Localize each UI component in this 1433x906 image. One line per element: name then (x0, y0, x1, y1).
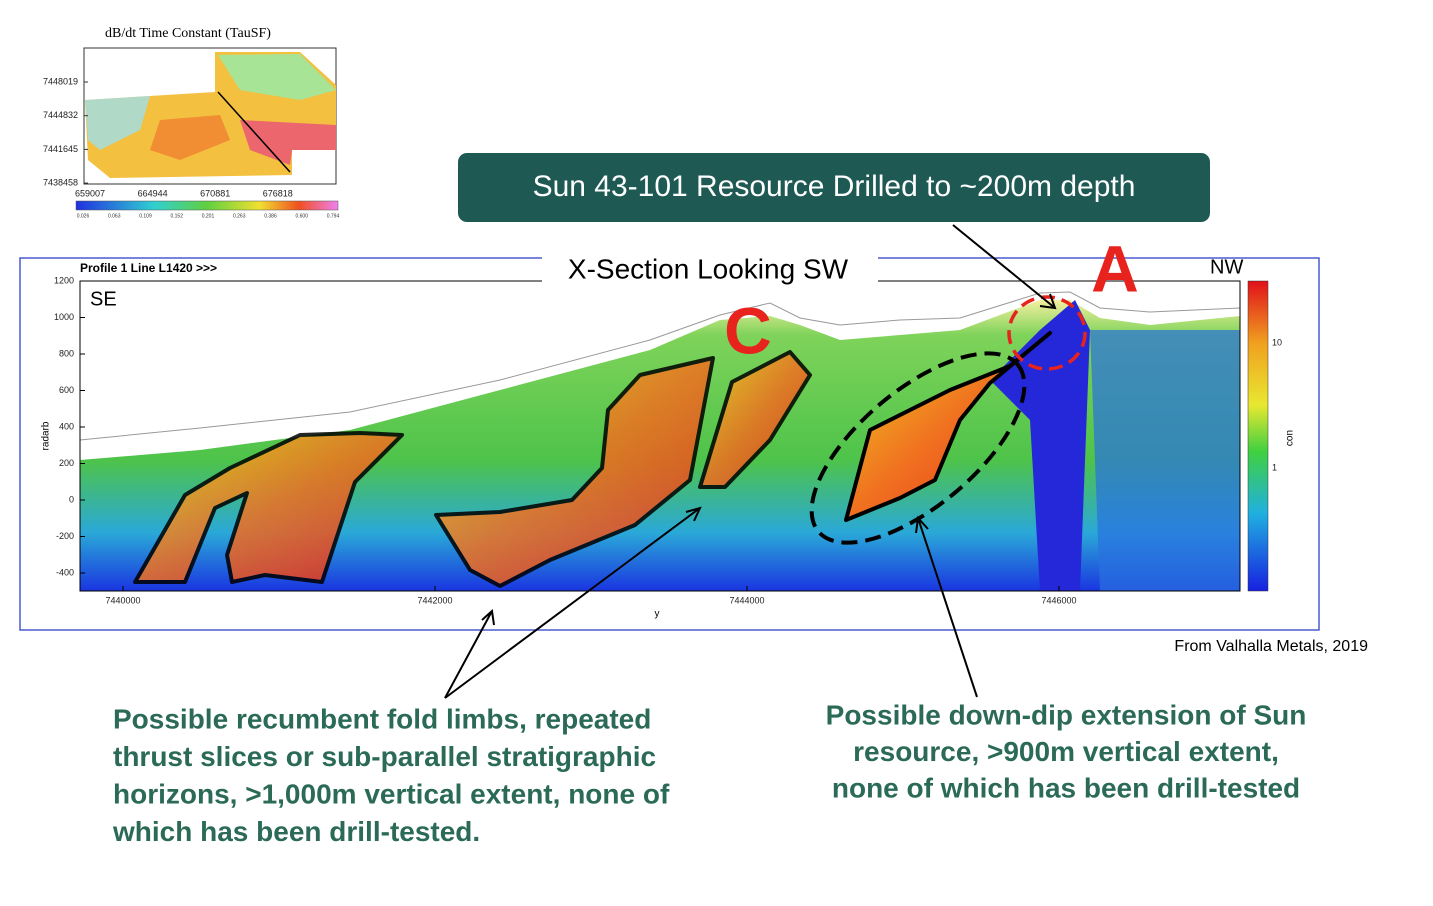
inset-colorscale (75, 200, 339, 211)
y-tick-label: 400 (59, 421, 74, 431)
inset-map: dB/dt Time Constant (TauSF) 7448019 74448… (43, 26, 340, 219)
x-tick-label: 7440000 (105, 595, 140, 605)
source: From Valhalla Metals, 2019 (1174, 638, 1368, 655)
target-ellipse (809, 351, 1027, 545)
banner (458, 153, 1210, 222)
colorbar (1247, 280, 1269, 592)
y-tick-label: -400 (56, 567, 74, 577)
y-tick-label: 600 (59, 385, 74, 395)
inset-patch (240, 120, 336, 165)
x-tick-label: 7442000 (417, 595, 452, 605)
inset-y-tick: 7448019 (43, 76, 78, 86)
inset-x-tick: 659007 (75, 188, 105, 198)
title-backdrop (542, 256, 878, 286)
y-tick-label: -200 (56, 531, 74, 541)
y-tick-label: 0 (69, 494, 74, 504)
inset-y-tick: 7441645 (43, 144, 78, 154)
inset-scale-label: 0.063 (108, 213, 121, 219)
colorbar-tick: 1 (1272, 462, 1277, 472)
arrows (444, 224, 1057, 699)
y-tick-label: 1200 (54, 275, 74, 285)
banner-text: Sun 43-101 Resource Drilled to ~200m dep… (533, 170, 1136, 203)
inset-scale-label: 0.600 (295, 213, 308, 219)
note-line: resource, >900m vertical extent, (853, 736, 1279, 767)
marker: A (1091, 231, 1139, 305)
inset-scale-label: 0.794 (327, 213, 340, 219)
inset-y-tick: 7438458 (43, 177, 78, 187)
note-line: horizons, >1,000m vertical extent, none … (113, 778, 670, 809)
topography-line (79, 291, 1241, 441)
inset-x-tick: 670881 (200, 188, 230, 198)
anomaly-outline (133, 431, 404, 584)
inset-profile-line (217, 91, 291, 173)
note-line: Possible down-dip extension of Sun (826, 699, 1307, 730)
x-axis-label: y (655, 609, 660, 620)
colorbar-label: con (1285, 430, 1296, 446)
resistive-zone (1090, 330, 1240, 591)
end-label: SE (90, 288, 117, 310)
resource-ellipse (1007, 295, 1087, 371)
anomaly-outline (434, 356, 715, 588)
y-tick-label: 1000 (54, 312, 74, 322)
profile-label: Profile 1 Line L1420 >>> (80, 261, 217, 275)
x-tick-label: 7446000 (1041, 595, 1076, 605)
inset-scale-label: 0.201 (202, 213, 215, 219)
inset-scale-label: 0.152 (170, 213, 183, 219)
inset-scale-label: 0.386 (264, 213, 277, 219)
inset-x-tick: 664944 (138, 188, 168, 198)
note-line: Possible recumbent fold limbs, repeated (113, 703, 651, 734)
section-title: X-Section Looking SW (568, 253, 849, 284)
marker: C (724, 293, 772, 367)
inset-y-tick: 7444832 (43, 110, 78, 120)
conductor-low (990, 300, 1090, 591)
x-tick-label: 7444000 (729, 595, 764, 605)
inset-title: dB/dt Time Constant (TauSF) (105, 26, 271, 41)
inset-x-tick: 676818 (263, 188, 293, 198)
inset-scale-label: 0.109 (139, 213, 152, 219)
inset-patch (218, 54, 336, 100)
colorbar-tick: 10 (1272, 337, 1282, 347)
inset-patch (150, 115, 230, 160)
inset-scale-label: 0.026 (77, 213, 90, 219)
inset-patch (85, 96, 150, 150)
inset-scale-label: 0.263 (233, 213, 246, 219)
anomaly-outline (698, 350, 812, 489)
y-tick-label: 800 (59, 348, 74, 358)
note-line: which has been drill-tested. (112, 816, 480, 847)
y-axis-label: radarb (41, 421, 52, 450)
y-tick-label: 200 (59, 458, 74, 468)
notes: Possible recumbent fold limbs, repeated t… (112, 699, 1306, 847)
end-label: NW (1210, 256, 1243, 278)
note-line: thrust slices or sub-parallel stratigrap… (113, 741, 656, 772)
note-line: none of which has been drill-tested (832, 772, 1300, 803)
